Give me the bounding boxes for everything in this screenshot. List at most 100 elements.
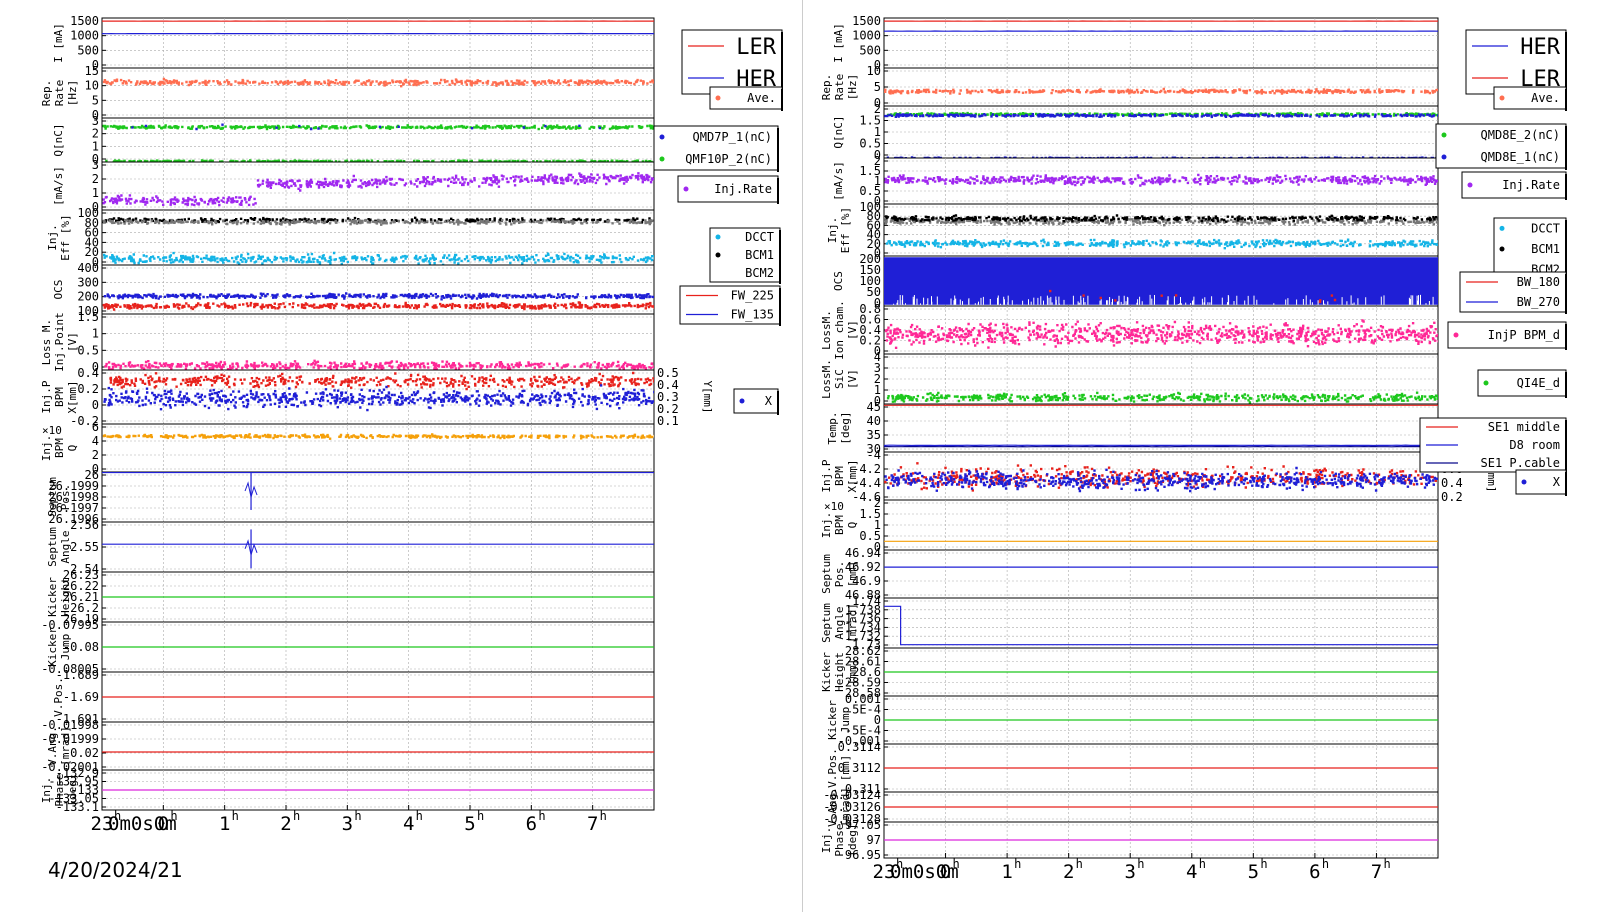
legend-label: BCM1 [745,248,774,262]
y-axis-label: Angle [59,530,72,563]
x-tick-unit: h [354,809,361,823]
y-axis-label: Inj. [40,435,53,462]
right-tick-label: 0.4 [1441,476,1463,490]
y-tick-label: 400 [77,261,99,275]
y-axis-exponent: ×10 [824,500,844,513]
y-axis-label: I [mA] [832,23,845,63]
y-axis-label: Q [846,522,859,529]
legend-label: BCM1 [1531,242,1560,256]
x-tick-label: 2 [1063,861,1074,883]
legend-label: Inj.Rate [1502,178,1560,192]
x-tick-unit: h [416,809,423,823]
y-tick-label: 35 [867,428,881,442]
legend-label: QMF10P_2(nC) [685,152,772,166]
y-axis-label: [mrad] [846,603,859,643]
legend-swatch [660,157,665,162]
y-axis-label: Septum [46,527,59,567]
panel-frame [884,550,1438,598]
column-divider [802,0,803,912]
legend-swatch [1500,247,1505,252]
legend-label: QMD7P_1(nC) [693,130,772,144]
legend-RL2: Ave. [1494,87,1566,111]
y-axis-label: Kicker [46,627,59,667]
y-axis-label: Inj.P [40,380,53,413]
y-tick-label: 5 [92,93,99,107]
right-tick-label: 0.1 [657,414,679,428]
y-axis-label: OCS [52,280,65,300]
y-tick-label: 1 [92,327,99,341]
y-axis-label: LossM. [820,359,833,399]
panel-frame [102,18,654,68]
legend-swatch [716,96,721,101]
legend-LL6: FW_225 FW_135 [680,286,780,326]
y-axis-label: Eff [%] [839,207,852,253]
y-axis-label: [V] [846,320,859,340]
legend-label: Ave. [1531,91,1560,105]
y-axis-label: [mm] [846,561,859,588]
legend-swatch [1522,480,1527,485]
series-group [884,257,1438,305]
y-axis-label: Kicker [820,652,833,692]
x-tick-unit: h [477,809,484,823]
x-tick-label: 1 [1001,861,1012,883]
panel-frame [102,722,654,770]
x-tick-unit: h [1137,857,1144,871]
x-tick-prefix: 0m0s0m [108,813,177,835]
legend-label: X [1553,475,1561,489]
legend-label: FW_135 [731,308,774,322]
y-axis-exponent: ×10 [42,424,62,437]
y-tick-label: 4 [92,434,99,448]
y-tick-label: 3 [92,158,99,172]
x-tick-label: 3 [342,813,353,835]
legend-LL3: QMD7P_1(nC) QMF10P_2(nC) [654,126,778,172]
x-tick-label: 4 [403,813,414,835]
date-label: 4/20/2024/21 [48,858,183,882]
x-tick-unit: h [232,809,239,823]
legend-swatch [1500,226,1505,231]
legend-swatch [740,399,745,404]
legend-label: DCCT [1531,221,1560,235]
y-axis-label: LossM. [820,310,833,350]
y-axis-label: V.Pos. [826,748,839,788]
x-tick-unit: h [1322,857,1329,871]
y-axis-label: Jump [59,634,72,661]
y-tick-label: 6 [92,420,99,434]
y-axis-label: I [mA] [52,23,65,63]
y-tick-label: 10 [867,64,881,78]
y-axis-label: Inj. [826,217,839,244]
legend-label: QMD8E_1(nC) [1481,150,1560,164]
y-axis-label: Rep. [820,74,833,101]
legend-swatch [1468,183,1473,188]
legend-swatch [716,253,721,258]
y-axis-label: SiC [833,369,846,389]
y-axis-label: BPM [53,438,66,458]
y-axis-label: Pos. [59,484,72,511]
y-tick-label: 0.2 [77,382,99,396]
y-axis-label: X[mm] [846,459,859,492]
y-axis-label: [mA/s] [832,161,845,201]
legend-RL4: Inj.Rate [1462,172,1566,200]
y-axis-label: Angle [833,606,846,639]
legend-RL10: X [1516,470,1566,496]
panel-R4: 21.510.50[mA/s] [832,154,1439,208]
y-tick-label: 1500 [70,14,99,28]
y-tick-label: 10 [85,79,99,93]
y-axis-label: Septum [820,554,833,594]
y-axis-label: Inj.Point [53,312,66,372]
y-tick-label: 200 [77,290,99,304]
y-tick-label: 15 [85,64,99,78]
legend-label: FW_225 [731,289,774,303]
